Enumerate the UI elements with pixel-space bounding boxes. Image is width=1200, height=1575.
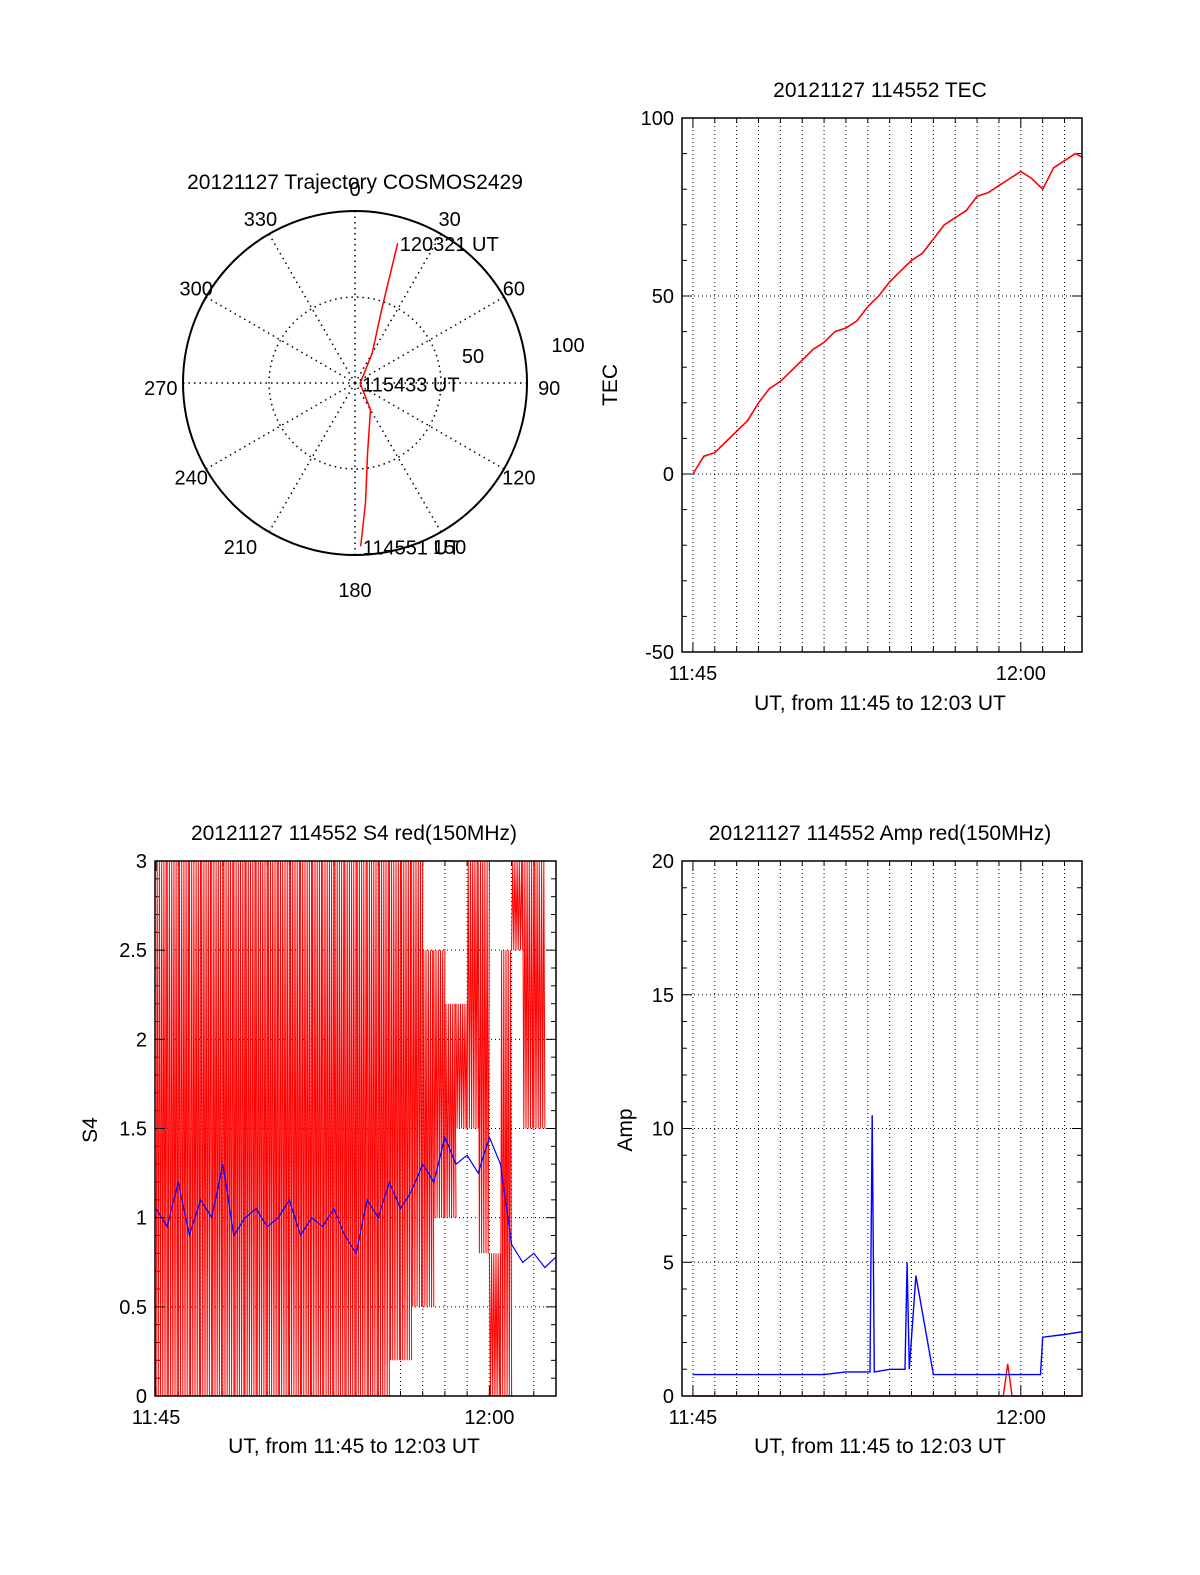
amp-chart-panel: 20121127 114552 Amp red(150MHz) UT, from… (614, 822, 1083, 1458)
amp-series-1-line (692, 1115, 1083, 1376)
polar-spoke (268, 233, 356, 384)
polar-title: 20121127 Trajectory COSMOS2429 (187, 171, 523, 194)
polar-azimuth-label: 270 (144, 378, 177, 400)
polar-time-annotation: 115433 UT (362, 374, 459, 396)
amp-y-tick-label: 10 (652, 1119, 674, 1141)
polar-trajectory-panel: 20121127 Trajectory COSMOS2429 0 30 60 90 12… (144, 171, 585, 602)
tec-y-tick-label: -50 (645, 642, 674, 664)
tec-y-tick-label: 50 (652, 286, 674, 308)
tec-chart-panel: 20121127 114552 TEC UT, from 11:45 to 12… (599, 79, 1083, 715)
s4-series-0-line (411, 860, 424, 1307)
s4-y-tick-label: 2 (136, 1029, 147, 1051)
polar-time-annotation: 114551 UT (363, 537, 460, 559)
tec-y-axis-label: TEC (599, 364, 622, 406)
tec-y-tick-label: 0 (663, 464, 674, 486)
amp-y-tick-label: 20 (652, 851, 674, 873)
tec-series-0-line (692, 152, 1083, 475)
s4-series-0-line (422, 950, 435, 1307)
polar-azimuth-label: 30 (438, 209, 460, 231)
amp-y-tick-label: 15 (652, 985, 674, 1007)
amp-x-axis-label: UT, from 11:45 to 12:03 UT (754, 1435, 1006, 1458)
polar-azimuth-label: 210 (224, 537, 257, 559)
s4-x-axis-label: UT, from 11:45 to 12:03 UT (228, 1435, 480, 1458)
s4-x-tick-label: 12:00 (464, 1407, 514, 1429)
polar-azimuth-label: 150 (433, 537, 466, 559)
polar-spoke (205, 296, 356, 384)
s4-y-tick-label: 2.5 (119, 940, 147, 962)
tec-y-tick-label: 100 (641, 108, 674, 130)
tec-chart-title: 20121127 114552 TEC (773, 79, 987, 102)
polar-azimuth-label: 180 (338, 580, 371, 602)
s4-series-0-line (388, 860, 401, 1361)
amp-chart-title: 20121127 114552 Amp red(150MHz) (709, 822, 1051, 845)
polar-azimuth-label: 120 (502, 468, 535, 490)
polar-trajectory-line (359, 243, 399, 547)
s4-y-tick-label: 0.5 (119, 1297, 147, 1319)
tec-x-axis-label: UT, from 11:45 to 12:03 UT (754, 692, 1006, 715)
polar-spoke (354, 296, 505, 384)
s4-series-0-line (455, 1003, 468, 1129)
tec-x-tick-label: 11:45 (669, 663, 718, 685)
amp-y-tick-label: 5 (663, 1252, 674, 1274)
tec-plot-frame (681, 117, 1083, 653)
amp-y-axis-label: Amp (614, 1108, 637, 1151)
polar-azimuth-label: 300 (179, 278, 212, 300)
polar-spoke (205, 382, 356, 470)
s4-y-tick-label: 0 (136, 1386, 147, 1408)
polar-spoke (268, 382, 356, 533)
s4-series-0-line (500, 950, 513, 1397)
s4-y-tick-label: 1 (136, 1208, 147, 1230)
polar-ring-outer (182, 210, 528, 556)
polar-azimuth-label: 0 (349, 179, 360, 201)
polar-azimuth-label: 330 (244, 209, 277, 231)
polar-azimuth-label: 240 (174, 468, 207, 490)
s4-x-tick-label: 11:45 (132, 1407, 181, 1429)
polar-radius-label: 50 (462, 346, 484, 368)
s4-series-0-line (433, 950, 446, 1218)
s4-series-0-line (444, 1003, 457, 1218)
polar-radius-label: 100 (551, 335, 584, 357)
polar-spoke (354, 233, 442, 384)
s4-y-tick-label: 1.5 (119, 1119, 147, 1141)
amp-y-tick-label: 0 (663, 1386, 674, 1408)
polar-azimuth-label: 60 (503, 278, 525, 300)
s4-series-0-line (477, 860, 490, 1254)
polar-time-annotation: 120321 UT (400, 234, 499, 256)
amp-x-tick-label: 11:45 (669, 1407, 718, 1429)
s4-series-1-line (155, 1135, 557, 1269)
polar-spoke (354, 382, 505, 470)
tec-x-tick-label: 12:00 (996, 663, 1046, 685)
s4-chart-panel: 20121127 114552 S4 red(150MHz) UT, from … (79, 822, 557, 1458)
polar-ring-50 (268, 296, 442, 470)
s4-y-axis-label: S4 (79, 1117, 102, 1143)
s4-series-0-line (522, 860, 535, 1129)
amp-x-tick-label: 12:00 (996, 1407, 1046, 1429)
polar-azimuth-label: 90 (538, 378, 560, 400)
s4-chart-title: 20121127 114552 S4 red(150MHz) (191, 822, 517, 845)
s4-y-tick-label: 3 (136, 851, 147, 873)
